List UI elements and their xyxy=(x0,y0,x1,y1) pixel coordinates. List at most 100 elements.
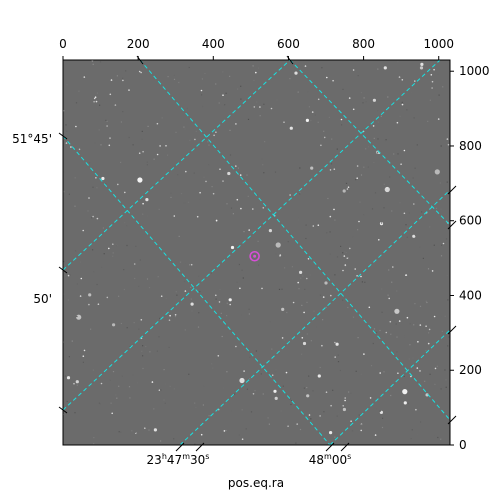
star xyxy=(109,137,111,139)
noise-pixel xyxy=(211,186,213,188)
noise-pixel xyxy=(194,402,196,404)
noise-pixel xyxy=(116,397,118,399)
noise-pixel xyxy=(76,315,78,318)
star xyxy=(66,376,71,380)
noise-pixel xyxy=(342,252,344,254)
noise-pixel xyxy=(142,355,144,357)
noise-pixel xyxy=(153,408,155,410)
star xyxy=(329,215,332,218)
noise-pixel xyxy=(93,271,95,273)
noise-pixel xyxy=(379,410,381,412)
noise-pixel xyxy=(241,269,243,271)
noise-pixel xyxy=(371,208,374,210)
noise-pixel xyxy=(379,329,381,332)
noise-pixel xyxy=(413,324,415,326)
star xyxy=(168,319,171,322)
noise-pixel xyxy=(195,406,197,409)
noise-pixel xyxy=(146,278,149,280)
noise-pixel xyxy=(274,171,277,173)
star xyxy=(160,295,163,298)
world-tick-mark xyxy=(286,55,294,65)
star xyxy=(296,423,299,425)
noise-pixel xyxy=(358,414,360,416)
noise-pixel xyxy=(329,231,331,233)
star xyxy=(83,349,86,352)
noise-pixel xyxy=(92,369,94,371)
grid-line xyxy=(179,189,450,445)
star xyxy=(140,319,143,321)
noise-pixel xyxy=(440,388,442,390)
noise-pixel xyxy=(82,361,84,363)
noise-pixel xyxy=(173,78,176,80)
noise-pixel xyxy=(247,118,250,120)
noise-pixel xyxy=(367,166,369,168)
noise-pixel xyxy=(414,167,416,169)
noise-pixel xyxy=(91,217,93,219)
star xyxy=(80,277,83,280)
star xyxy=(239,287,241,290)
star xyxy=(79,295,82,297)
star xyxy=(347,186,350,188)
top-pixel-axis: 0 200 400 600 800 1000 xyxy=(59,37,454,60)
noise-pixel xyxy=(282,385,284,387)
noise-pixel xyxy=(174,316,177,318)
star xyxy=(215,294,217,297)
noise-pixel xyxy=(381,426,384,429)
star xyxy=(335,342,339,346)
noise-pixel xyxy=(370,365,373,367)
star xyxy=(343,255,346,257)
noise-pixel xyxy=(225,92,227,94)
star xyxy=(297,281,300,284)
noise-pixel xyxy=(90,328,92,330)
noise-pixel xyxy=(433,434,435,436)
noise-pixel xyxy=(96,283,98,286)
star xyxy=(92,215,94,218)
star xyxy=(281,307,285,311)
noise-pixel xyxy=(352,316,355,318)
noise-pixel xyxy=(357,229,359,231)
noise-pixel xyxy=(297,216,300,218)
star xyxy=(159,145,161,147)
noise-pixel xyxy=(246,388,248,390)
noise-pixel xyxy=(404,335,406,338)
noise-pixel xyxy=(340,245,342,247)
world-tick-mark xyxy=(136,55,144,65)
noise-pixel xyxy=(363,214,365,216)
noise-pixel xyxy=(440,145,442,147)
noise-pixel xyxy=(365,148,367,150)
star xyxy=(348,97,351,99)
noise-pixel xyxy=(170,196,172,198)
noise-pixel xyxy=(377,110,379,112)
noise-pixel xyxy=(207,141,209,143)
noise-pixel xyxy=(291,266,293,268)
noise-pixel xyxy=(63,171,65,173)
star xyxy=(312,225,315,227)
world-tick-mark xyxy=(447,220,457,230)
star xyxy=(215,219,218,222)
noise-pixel xyxy=(184,329,186,331)
noise-pixel xyxy=(262,164,264,166)
noise-pixel xyxy=(405,224,407,226)
noise-pixel xyxy=(426,301,428,304)
noise-pixel xyxy=(406,236,408,238)
noise-pixel xyxy=(445,238,448,240)
star xyxy=(349,247,351,250)
star xyxy=(352,69,355,71)
noise-pixel xyxy=(178,235,180,237)
star xyxy=(308,414,311,416)
noise-pixel xyxy=(203,60,206,62)
x-axis-label: pos.eq.ra xyxy=(228,476,284,490)
noise-pixel xyxy=(229,75,231,77)
star xyxy=(396,121,399,124)
world-tick-mark xyxy=(58,406,68,414)
star xyxy=(368,306,371,309)
noise-pixel xyxy=(238,263,240,266)
star xyxy=(374,434,377,436)
noise-pixel xyxy=(165,297,167,300)
star xyxy=(416,367,419,369)
star xyxy=(73,382,75,385)
star xyxy=(334,341,336,344)
noise-pixel xyxy=(441,330,443,332)
noise-pixel xyxy=(183,280,186,283)
noise-pixel xyxy=(122,77,124,79)
